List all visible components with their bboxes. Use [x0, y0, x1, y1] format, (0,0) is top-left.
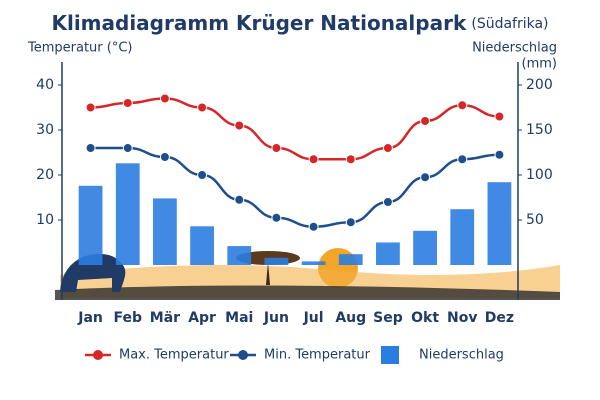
y2-axis-label: (mm): [522, 57, 557, 72]
point: [234, 194, 245, 205]
point: [122, 143, 133, 153]
legend-label: Max. Temperatur: [119, 348, 229, 363]
point: [85, 102, 96, 113]
bar: [153, 198, 177, 265]
y-tick-label: 10: [36, 212, 54, 228]
bar: [487, 182, 512, 265]
legend-label: Min. Temperatur: [264, 348, 371, 363]
point: [420, 172, 431, 183]
y2-tick-label: 150: [526, 122, 553, 138]
landscape: [55, 248, 560, 300]
point: [159, 93, 170, 104]
legend-marker: [93, 350, 103, 360]
subtitle: (Südafrika): [471, 16, 548, 32]
legend-label: Niederschlag: [419, 348, 504, 363]
point: [308, 154, 319, 165]
point: [85, 143, 96, 153]
point: [197, 170, 208, 180]
x-tick-label: Sep: [373, 310, 403, 326]
x-tick-label: Jul: [303, 310, 324, 326]
bar: [190, 226, 214, 265]
line: [90, 97, 500, 161]
y2-axis-label: Niederschlag: [472, 41, 557, 56]
x-tick-label: Okt: [411, 310, 439, 326]
bar: [413, 230, 437, 265]
bar: [450, 209, 475, 265]
point: [271, 212, 282, 223]
point: [308, 221, 319, 232]
x-tick-label: Aug: [335, 310, 366, 326]
point: [271, 143, 282, 153]
x-tick-label: Mai: [225, 310, 253, 326]
bar: [264, 257, 289, 265]
bar: [376, 242, 400, 265]
point: [197, 102, 208, 113]
point: [345, 217, 356, 228]
bar: [78, 185, 103, 265]
y2-tick-label: 100: [526, 167, 553, 183]
y-tick-label: 30: [36, 122, 54, 138]
legend-marker: [238, 350, 248, 360]
title: Klimadiagramm Krüger Nationalpark: [51, 11, 466, 35]
y-axis-label: Temperatur (°C): [27, 41, 133, 56]
point: [457, 100, 468, 111]
bar: [301, 261, 326, 265]
point: [494, 111, 505, 122]
x-tick-label: Jun: [263, 310, 289, 326]
point: [457, 154, 468, 165]
bar: [227, 246, 252, 265]
y2-tick-label: 50: [526, 212, 544, 228]
point: [382, 143, 393, 153]
point: [494, 149, 505, 160]
x-tick-label: Mär: [150, 310, 180, 326]
y-tick-label: 20: [36, 167, 54, 183]
x-tick-label: Jan: [77, 310, 103, 326]
point: [234, 120, 245, 131]
point: [345, 154, 356, 165]
x-tick-label: Apr: [188, 310, 216, 326]
bar: [338, 254, 363, 265]
point: [122, 98, 133, 108]
x-tick-label: Nov: [447, 310, 477, 326]
bar: [115, 163, 140, 265]
point: [382, 197, 393, 207]
chart-title: Klimadiagramm Krüger Nationalpark (Südaf…: [51, 11, 548, 35]
point: [420, 116, 431, 126]
x-tick-label: Dez: [485, 310, 514, 326]
y2-tick-label: 200: [526, 77, 553, 93]
line: [90, 146, 500, 229]
legend-marker: [381, 346, 399, 364]
x-tick-label: Feb: [113, 310, 142, 326]
point: [159, 152, 170, 162]
y-tick-label: 40: [36, 77, 54, 93]
